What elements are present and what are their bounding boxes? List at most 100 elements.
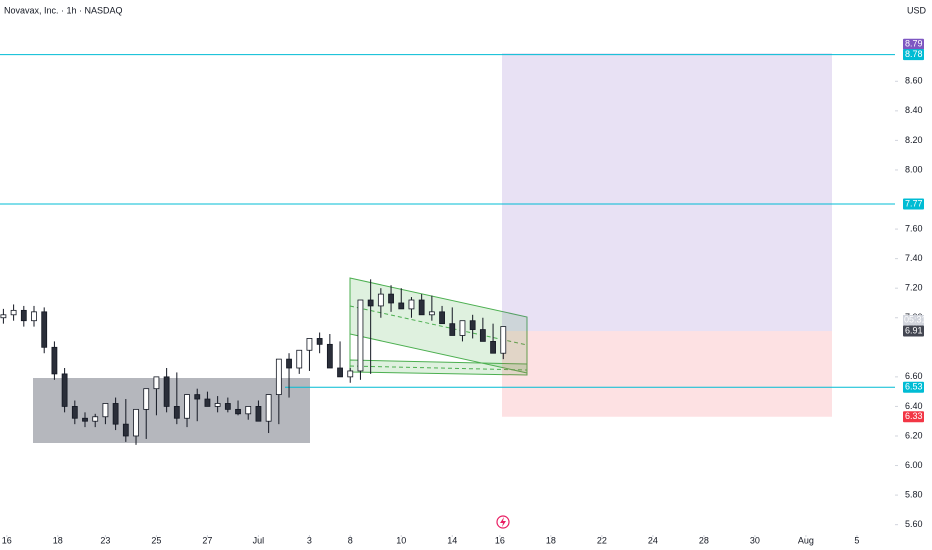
candle-body (306, 338, 313, 351)
y-tick-label: 6.00 (905, 460, 923, 470)
candle-body (153, 376, 160, 390)
y-tick-label: 6.20 (905, 430, 923, 440)
price-tag-label: 8.79 (905, 39, 923, 49)
flag-midline (349, 365, 528, 371)
candle-body (255, 406, 262, 422)
price-tag-box (903, 411, 924, 423)
candle-body (194, 394, 201, 400)
x-tick-label: 25 (151, 535, 161, 545)
x-tick-label: 10 (396, 535, 406, 545)
price-tag-box (903, 381, 924, 393)
candle-body (143, 388, 150, 410)
chart-title: Novavax, Inc. · 1h · NASDAQ (4, 5, 123, 15)
y-tick-label: 8.20 (905, 135, 923, 145)
price-tag: 6.53 (903, 382, 924, 393)
candle-body (112, 403, 119, 425)
y-tick-label: 8.00 (905, 164, 923, 174)
x-tick-label: 14 (447, 535, 457, 545)
x-tick-label: 22 (597, 535, 607, 545)
candle-body (357, 299, 364, 372)
candle-body (61, 373, 68, 407)
countdown-box (903, 315, 924, 326)
candle-body (408, 299, 415, 310)
channel-midline (349, 305, 528, 346)
x-tick-label: 24 (648, 535, 658, 545)
currency: USD (907, 5, 927, 15)
price-tag: 8.79 (903, 39, 924, 50)
x-tick-label: 5 (854, 535, 859, 545)
candle-body (398, 302, 405, 310)
candle-body (347, 370, 354, 378)
profit-zone (502, 53, 832, 332)
y-tick-label: 5.60 (905, 519, 923, 529)
candle-body (469, 320, 476, 330)
x-tick-label: 3 (307, 535, 312, 545)
candle-body (0, 314, 7, 319)
range-box (33, 378, 310, 443)
y-tick-label: 7.40 (905, 253, 923, 263)
y-tick-label: 7.20 (905, 283, 923, 293)
x-tick-label: 18 (546, 535, 556, 545)
candle-body (82, 417, 88, 422)
candle-body (184, 394, 190, 419)
x-tick-label: 8 (348, 535, 353, 545)
candle-body (337, 367, 343, 378)
candle-body (388, 293, 394, 304)
price-tag-box (903, 325, 924, 337)
candle-body (500, 326, 507, 354)
y-tick-label: 8.60 (905, 76, 923, 86)
countdown: 05:31 (904, 314, 927, 324)
price-tag-label: 6.53 (905, 382, 923, 392)
candle-body (296, 349, 303, 369)
candle-body (439, 311, 445, 325)
price-tag-label: 6.91 (905, 325, 923, 335)
candle-body (428, 311, 435, 316)
x-tick-label: 23 (100, 535, 110, 545)
candle-body (31, 311, 37, 322)
price-tag-label: 6.33 (905, 411, 923, 421)
candle-body (122, 423, 129, 437)
candle-body (224, 403, 231, 410)
candle-body (490, 340, 496, 354)
x-tick-label: 27 (202, 535, 212, 545)
candle-body (214, 403, 221, 407)
x-tick-label: 28 (699, 535, 709, 545)
y-tick-label: 5.80 (905, 489, 923, 499)
x-tick-label: Jul (253, 535, 265, 545)
candle-body (71, 406, 78, 419)
price-tag: 7.77 (903, 198, 924, 210)
price-tag-box (903, 198, 924, 210)
x-tick-label: 18 (53, 535, 63, 545)
price-tag: 8.78 (903, 49, 924, 61)
candle-body (235, 408, 241, 415)
candle-body (479, 329, 486, 342)
candle-body (459, 320, 466, 336)
price-tag: 6.33 (903, 411, 924, 423)
price-tag-label: 7.77 (905, 198, 923, 208)
x-tick-label: 30 (750, 535, 760, 545)
price-tag-box (903, 49, 924, 61)
candle-body (367, 299, 374, 307)
candle-body (316, 338, 323, 345)
candle-body (377, 293, 384, 307)
candle-body (204, 398, 211, 407)
candle-body (418, 299, 425, 316)
price-tag-box (903, 38, 924, 50)
x-tick-label: Aug (798, 535, 814, 545)
candle-body (92, 416, 99, 422)
candle-body (133, 408, 139, 437)
y-tick-label: 6.60 (905, 371, 923, 381)
candle-body (20, 309, 27, 322)
candle-body (286, 358, 292, 369)
candle-body (275, 358, 282, 395)
candle-body (10, 309, 17, 316)
candle-body (51, 346, 58, 375)
candle-body (245, 406, 252, 415)
lightning-icon (496, 515, 510, 529)
candle-body (326, 343, 333, 369)
y-tick-label: 7.60 (905, 223, 923, 233)
candle-body (102, 403, 109, 418)
